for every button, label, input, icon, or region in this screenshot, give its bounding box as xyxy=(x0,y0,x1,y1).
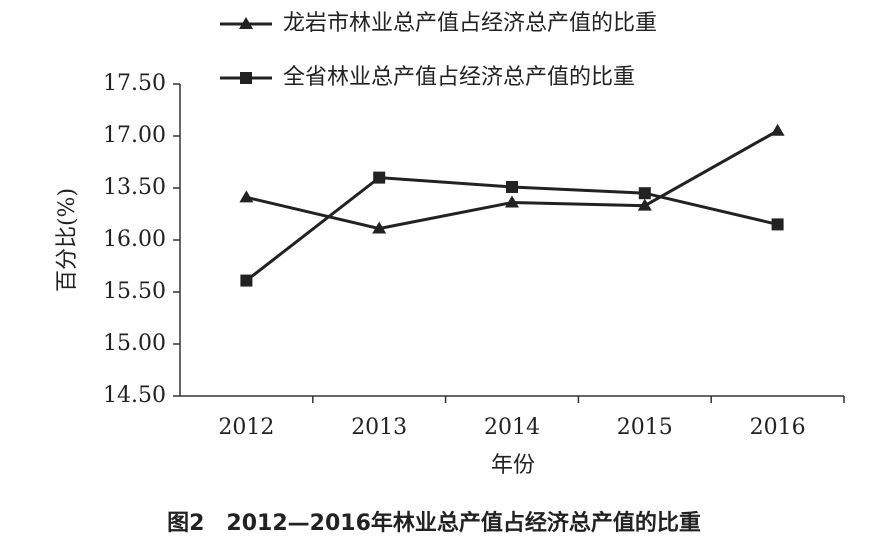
series-line xyxy=(246,129,779,231)
data-point xyxy=(373,171,386,184)
x-tick-label: 2013 xyxy=(351,415,407,440)
y-tick-label: 14.50 xyxy=(103,383,166,408)
y-tick-label: 17.00 xyxy=(103,123,166,148)
y-tick-label: 13.50 xyxy=(103,175,166,200)
x-tick-label: 2016 xyxy=(750,415,806,440)
series-line xyxy=(245,176,778,282)
data-point xyxy=(239,190,254,203)
data-point xyxy=(240,274,253,287)
x-axis-label: 年份 xyxy=(491,453,535,478)
y-axis-label: 百分比(%) xyxy=(55,188,80,292)
y-tick-label: 15.50 xyxy=(103,279,166,304)
data-point xyxy=(770,123,785,136)
x-tick-label: 2014 xyxy=(484,415,540,440)
data-point xyxy=(638,187,651,200)
data-point xyxy=(505,195,519,208)
legend-marker xyxy=(239,17,253,29)
data-point xyxy=(771,218,784,231)
data-point xyxy=(506,180,518,193)
data-point xyxy=(372,221,387,234)
legend-label: 全省林业总产值占经济总产值的比重 xyxy=(283,65,635,90)
y-tick-label: 16.00 xyxy=(103,227,166,252)
legend-label: 龙岩市林业总产值占经济总产值的比重 xyxy=(283,11,657,36)
y-tick-label: 15.00 xyxy=(103,331,166,356)
data-point xyxy=(637,198,652,211)
x-tick-label: 2015 xyxy=(617,415,673,440)
y-tick-label: 17.50 xyxy=(103,71,166,96)
x-tick-label: 2012 xyxy=(218,415,274,440)
caption: 图2 2012—2016年林业总产值占经济总产值的比重 xyxy=(167,510,701,536)
legend-marker xyxy=(240,72,252,84)
